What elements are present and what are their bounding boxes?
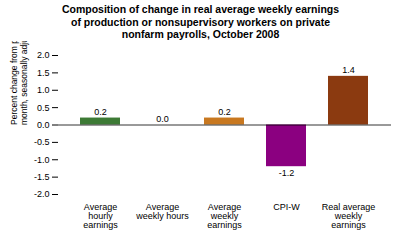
svg-text:-1.0: -1.0 xyxy=(34,154,50,164)
svg-text:0.0: 0.0 xyxy=(156,114,169,124)
svg-text:0.5: 0.5 xyxy=(37,102,50,112)
svg-text:0.0: 0.0 xyxy=(37,120,50,130)
svg-text:Percent change from precedingm: Percent change from precedingmonth, seas… xyxy=(9,41,29,125)
html-text:Composition of change in real: Composition of change in real average we… xyxy=(61,3,340,41)
svg-text:1.4: 1.4 xyxy=(342,65,355,75)
svg-text:Averagehourlyearnings: Averagehourlyearnings xyxy=(83,202,118,230)
svg-text:-1.2: -1.2 xyxy=(279,168,295,178)
svg-text:-2.0: -2.0 xyxy=(34,189,50,199)
svg-text:CPI-W: CPI-W xyxy=(273,202,300,212)
svg-text:0.2: 0.2 xyxy=(218,107,231,117)
svg-text:0.2: 0.2 xyxy=(94,107,107,117)
svg-text:-0.5: -0.5 xyxy=(34,137,50,147)
svg-text:1.0: 1.0 xyxy=(37,85,50,95)
svg-text:Averageweekly hours: Averageweekly hours xyxy=(135,202,189,221)
svg-text:Averageweeklyearnings: Averageweeklyearnings xyxy=(207,202,242,230)
svg-text:Real averageweeklyearnings: Real averageweeklyearnings xyxy=(322,202,376,230)
svg-text:1.5: 1.5 xyxy=(37,68,50,78)
svg-text:2.0: 2.0 xyxy=(37,50,50,60)
svg-text:-1.5: -1.5 xyxy=(34,172,50,182)
